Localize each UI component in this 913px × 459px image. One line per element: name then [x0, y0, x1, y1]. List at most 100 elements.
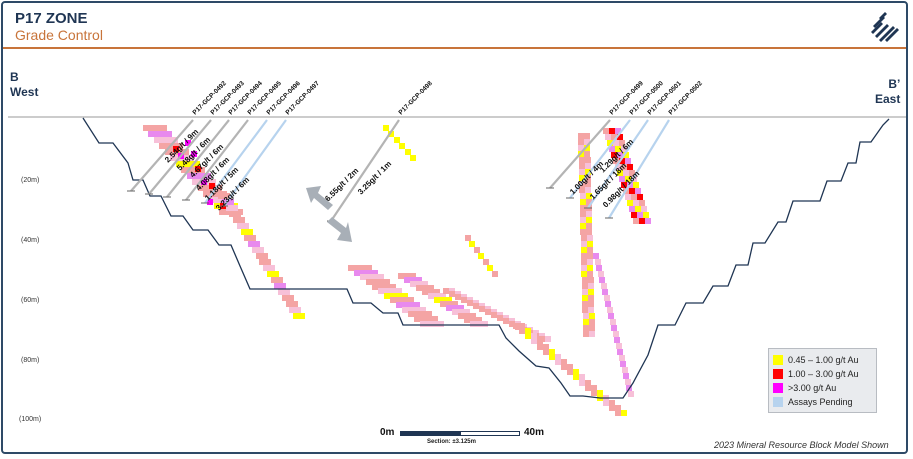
block-cell	[354, 270, 360, 276]
block-cell	[537, 338, 543, 344]
block-cell	[295, 307, 301, 313]
block-cell	[428, 293, 434, 299]
block-cell	[440, 297, 446, 303]
block-cell	[148, 131, 154, 137]
block-cell	[288, 295, 294, 301]
block-cell	[214, 203, 220, 209]
block-cell	[625, 158, 631, 164]
block-cell	[378, 279, 384, 285]
block-cell	[432, 316, 438, 322]
block-cell	[584, 145, 590, 151]
block-cell	[159, 143, 165, 149]
block-cell	[583, 331, 589, 337]
block-cell	[277, 277, 283, 283]
block-cell	[537, 344, 543, 350]
block-cell	[613, 331, 619, 337]
block-cell	[567, 369, 573, 375]
block-cell	[567, 364, 573, 370]
drillhole-trace	[148, 119, 212, 195]
block-cell	[218, 193, 224, 199]
block-cell	[420, 321, 426, 327]
block-cell	[621, 410, 627, 416]
block-cell	[601, 283, 607, 289]
block-cell	[588, 295, 594, 301]
block-cell	[224, 193, 230, 199]
block-model	[143, 125, 651, 416]
header-divider	[3, 47, 906, 49]
block-cell	[596, 265, 602, 271]
section-end-east-letter: B’	[888, 77, 901, 91]
block-cell	[579, 163, 585, 169]
block-cell	[464, 317, 470, 323]
block-cell	[469, 241, 475, 247]
block-cell	[228, 199, 234, 205]
scale-label-end: 40m	[524, 427, 545, 438]
block-cell	[617, 349, 623, 355]
block-cell	[292, 301, 298, 307]
block-cell	[461, 297, 467, 303]
block-cell	[615, 128, 621, 134]
block-cell	[623, 152, 629, 158]
block-cell	[607, 307, 613, 313]
block-cell	[244, 235, 250, 241]
legend-swatch-red	[773, 369, 783, 379]
block-cell	[531, 338, 537, 344]
block-cell	[280, 283, 286, 289]
block-cell	[584, 133, 590, 139]
block-cell	[579, 380, 585, 386]
block-cell	[602, 289, 608, 295]
section-end-west-letter: B	[10, 70, 19, 84]
block-cell	[390, 284, 396, 290]
block-cell	[645, 218, 651, 224]
block-cell	[416, 277, 422, 283]
block-cell	[191, 151, 197, 157]
block-cell	[416, 281, 422, 287]
block-cell	[586, 217, 592, 223]
block-cell	[613, 140, 619, 146]
block-cell	[599, 277, 605, 283]
block-cell	[619, 158, 625, 164]
block-cell	[587, 259, 593, 265]
block-cell	[378, 274, 384, 280]
legend-item: 0.45 – 1.00 g/t Au	[773, 354, 859, 366]
legend-swatch-yellow	[773, 355, 783, 365]
block-cell	[170, 155, 176, 161]
block-cell	[432, 321, 438, 327]
block-cell	[608, 313, 614, 319]
block-cell	[384, 293, 390, 299]
block-cell	[378, 288, 384, 294]
block-cell	[586, 193, 592, 199]
block-cell	[422, 285, 428, 291]
block-cell	[585, 385, 591, 391]
block-cell	[372, 279, 378, 285]
block-cell	[619, 140, 625, 146]
block-cell	[360, 265, 366, 271]
block-cell	[446, 301, 452, 307]
block-cell	[239, 217, 245, 223]
block-cell	[595, 259, 601, 265]
block-cell	[259, 259, 265, 265]
block-cell	[621, 182, 627, 188]
block-cell	[578, 133, 584, 139]
block-cell	[182, 155, 188, 161]
drillhole-trace	[608, 119, 670, 219]
block-cell	[470, 321, 476, 327]
block-cell	[503, 318, 509, 324]
block-cell	[458, 313, 464, 319]
drillhole-trace	[549, 119, 611, 189]
block-cell	[402, 302, 408, 308]
block-cell	[185, 140, 191, 146]
block-cell	[420, 311, 426, 317]
block-cell	[593, 253, 599, 259]
figure-subtitle: Grade Control	[15, 27, 103, 43]
block-cell	[587, 241, 593, 247]
block-cell	[580, 211, 586, 217]
block-cell	[209, 183, 215, 189]
legend-item: >3.00 g/t Au	[773, 382, 836, 394]
drillhole-trace	[569, 119, 631, 199]
legend-swatch-magenta	[773, 383, 783, 393]
block-cell	[610, 319, 616, 325]
block-cell	[589, 313, 595, 319]
block-cell	[160, 131, 166, 137]
block-cell	[161, 125, 167, 131]
